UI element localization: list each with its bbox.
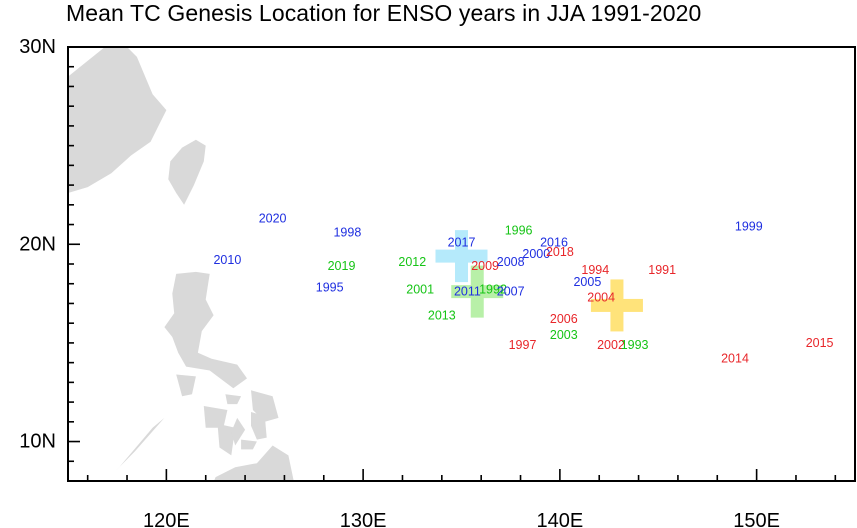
year-label-1995: 1995 — [316, 281, 344, 295]
year-label-2020: 2020 — [259, 212, 287, 226]
year-label-2002: 2002 — [597, 338, 625, 352]
x-tick-label: 130E — [340, 510, 387, 528]
y-tick-label: 30N — [19, 36, 56, 58]
year-label-2016: 2016 — [540, 235, 568, 249]
year-label-1993: 1993 — [621, 338, 649, 352]
land-mindanao — [213, 445, 294, 481]
year-label-2015: 2015 — [806, 336, 834, 350]
year-label-2005: 2005 — [573, 275, 601, 289]
year-label-2019: 2019 — [328, 259, 356, 273]
land-taiwan — [168, 139, 206, 205]
year-label-1992: 1992 — [479, 283, 507, 297]
mean-markers-layer — [435, 230, 643, 332]
year-label-2000: 2000 — [522, 247, 550, 261]
land-mindoro — [176, 374, 196, 397]
x-tick-label: 150E — [733, 510, 780, 528]
land-bohol — [241, 439, 257, 450]
year-label-1996: 1996 — [505, 224, 533, 238]
land-negros — [217, 423, 236, 456]
year-label-2017: 2017 — [448, 235, 476, 249]
year-label-1997: 1997 — [509, 338, 537, 352]
year-label-2009: 2009 — [471, 259, 499, 273]
year-label-2018: 2018 — [546, 245, 574, 259]
land-layer — [68, 47, 294, 481]
land-panay — [203, 406, 228, 428]
year-label-2013: 2013 — [428, 308, 456, 322]
mean-cross-el-nino — [590, 279, 643, 332]
year-label-1991: 1991 — [648, 263, 676, 277]
year-label-2008: 2008 — [497, 255, 525, 269]
year-labels-layer: 2020 1998 2010 2019 1995 2012 2001 2013 2017 2009… — [213, 212, 833, 366]
year-label-2010: 2010 — [213, 253, 241, 267]
x-tick-label: 140E — [537, 510, 584, 528]
year-label-2006: 2006 — [550, 312, 578, 326]
year-label-2007: 2007 — [497, 285, 525, 299]
ticks-layer: 120E 130E 140E 150E 10N 20N 30N — [19, 36, 837, 528]
year-label-1999: 1999 — [735, 220, 763, 234]
year-label-1998: 1998 — [333, 225, 361, 239]
year-label-2014: 2014 — [721, 352, 749, 366]
x-tick-label: 120E — [143, 510, 190, 528]
map-title: Mean TC Genesis Location for ENSO years … — [66, 0, 702, 26]
land-china-coast — [68, 47, 167, 193]
mean-cross-neutral — [451, 265, 504, 318]
land-samar — [251, 390, 279, 422]
land-palawan — [111, 417, 165, 476]
y-tick-label: 20N — [19, 233, 56, 255]
land-masbate — [225, 394, 242, 405]
land-luzon — [164, 271, 247, 389]
year-label-2012: 2012 — [398, 255, 426, 269]
year-label-2004: 2004 — [587, 291, 615, 305]
year-label-2001: 2001 — [406, 283, 434, 297]
mean-cross-la-nina — [435, 230, 488, 283]
land-cebu — [231, 417, 246, 446]
year-label-2011: 2011 — [454, 285, 481, 299]
year-label-2003: 2003 — [550, 328, 578, 342]
land-leyte — [251, 412, 267, 440]
year-label-1994: 1994 — [581, 263, 609, 277]
y-tick-label: 10N — [19, 431, 56, 453]
